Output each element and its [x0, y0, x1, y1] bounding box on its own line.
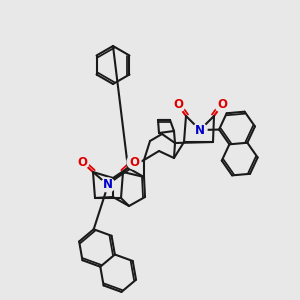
Circle shape	[215, 98, 229, 112]
Circle shape	[193, 123, 207, 137]
Circle shape	[75, 155, 89, 169]
Text: N: N	[195, 124, 205, 136]
Text: N: N	[103, 178, 113, 191]
Circle shape	[127, 155, 141, 169]
Circle shape	[171, 98, 185, 112]
Text: O: O	[173, 98, 183, 112]
Text: O: O	[217, 98, 227, 112]
Text: O: O	[77, 155, 87, 169]
Circle shape	[101, 178, 115, 192]
Text: O: O	[129, 155, 139, 169]
